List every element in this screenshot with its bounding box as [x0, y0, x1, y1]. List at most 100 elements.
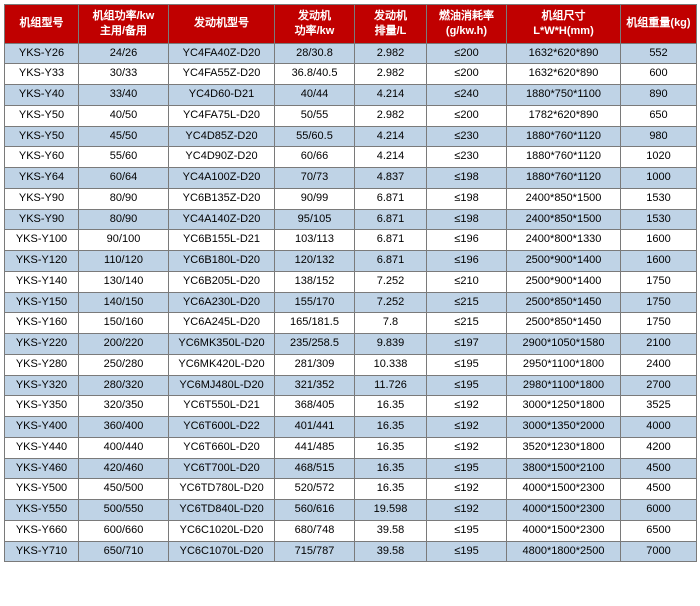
cell: 890 — [621, 85, 697, 106]
cell: YKS-Y60 — [5, 147, 79, 168]
cell: 1632*620*890 — [507, 43, 621, 64]
cell: 1880*750*1100 — [507, 85, 621, 106]
cell: 468/515 — [275, 458, 355, 479]
cell: 3525 — [621, 396, 697, 417]
cell: YC6C1020L-D20 — [169, 520, 275, 541]
cell: YC4FA75L-D20 — [169, 105, 275, 126]
cell: YKS-Y500 — [5, 479, 79, 500]
cell: 130/140 — [79, 271, 169, 292]
cell: YC6A245L-D20 — [169, 313, 275, 334]
cell: YC6C1070L-D20 — [169, 541, 275, 562]
cell: YC6TD780L-D20 — [169, 479, 275, 500]
cell: 320/350 — [79, 396, 169, 417]
cell: 360/400 — [79, 417, 169, 438]
cell: YKS-Y33 — [5, 64, 79, 85]
cell: 3800*1500*2100 — [507, 458, 621, 479]
cell: YC6T550L-D21 — [169, 396, 275, 417]
cell: YC4A100Z-D20 — [169, 168, 275, 189]
genset-spec-table: 机组型号机组功率/kw主用/备用发动机型号发动机功率/kw发动机排量/L燃油消耗… — [4, 4, 697, 562]
cell: YKS-Y90 — [5, 209, 79, 230]
table-row: YKS-Y440400/440YC6T660L-D20441/48516.35≤… — [5, 437, 697, 458]
cell: ≤198 — [427, 188, 507, 209]
cell: ≤195 — [427, 375, 507, 396]
cell: ≤198 — [427, 209, 507, 230]
cell: 40/50 — [79, 105, 169, 126]
cell: 2400 — [621, 354, 697, 375]
cell: 4.214 — [355, 85, 427, 106]
col-header-7: 机组重量(kg) — [621, 5, 697, 44]
cell: 552 — [621, 43, 697, 64]
cell: 600 — [621, 64, 697, 85]
table-row: YKS-Y500450/500YC6TD780L-D20520/57216.35… — [5, 479, 697, 500]
cell: YC4A140Z-D20 — [169, 209, 275, 230]
cell: YC4D90Z-D20 — [169, 147, 275, 168]
cell: ≤192 — [427, 500, 507, 521]
table-body: YKS-Y2624/26YC4FA40Z-D2028/30.82.982≤200… — [5, 43, 697, 562]
cell: 321/352 — [275, 375, 355, 396]
cell: ≤198 — [427, 168, 507, 189]
cell: ≤197 — [427, 334, 507, 355]
cell: YC6MK420L-D20 — [169, 354, 275, 375]
cell: 281/309 — [275, 354, 355, 375]
cell: 2400*850*1500 — [507, 188, 621, 209]
cell: 16.35 — [355, 396, 427, 417]
cell: 2500*850*1450 — [507, 292, 621, 313]
col-header-1: 机组功率/kw主用/备用 — [79, 5, 169, 44]
cell: 680/748 — [275, 520, 355, 541]
cell: 11.726 — [355, 375, 427, 396]
cell: 16.35 — [355, 458, 427, 479]
cell: YC6T660L-D20 — [169, 437, 275, 458]
cell: YC4FA40Z-D20 — [169, 43, 275, 64]
cell: 4200 — [621, 437, 697, 458]
cell: 120/132 — [275, 251, 355, 272]
cell: ≤195 — [427, 458, 507, 479]
cell: 90/100 — [79, 230, 169, 251]
cell: YC6B155L-D21 — [169, 230, 275, 251]
cell: YKS-Y550 — [5, 500, 79, 521]
cell: 1750 — [621, 313, 697, 334]
cell: 28/30.8 — [275, 43, 355, 64]
cell: 6.871 — [355, 230, 427, 251]
cell: 1750 — [621, 271, 697, 292]
cell: YC6T600L-D22 — [169, 417, 275, 438]
cell: YKS-Y220 — [5, 334, 79, 355]
cell: 110/120 — [79, 251, 169, 272]
cell: ≤210 — [427, 271, 507, 292]
cell: 3520*1230*1800 — [507, 437, 621, 458]
table-row: YKS-Y9080/90YC4A140Z-D2095/1056.871≤1982… — [5, 209, 697, 230]
cell: 650 — [621, 105, 697, 126]
cell: 2400*800*1330 — [507, 230, 621, 251]
cell: ≤196 — [427, 230, 507, 251]
cell: 6500 — [621, 520, 697, 541]
cell: 39.58 — [355, 541, 427, 562]
cell: YC6B205L-D20 — [169, 271, 275, 292]
cell: 2950*1100*1800 — [507, 354, 621, 375]
cell: 138/152 — [275, 271, 355, 292]
cell: YC6TD840L-D20 — [169, 500, 275, 521]
cell: ≤192 — [427, 396, 507, 417]
cell: 55/60 — [79, 147, 169, 168]
cell: 4000 — [621, 417, 697, 438]
cell: 9.839 — [355, 334, 427, 355]
cell: 16.35 — [355, 479, 427, 500]
cell: ≤200 — [427, 105, 507, 126]
cell: 16.35 — [355, 417, 427, 438]
cell: ≤230 — [427, 147, 507, 168]
cell: 2500*850*1450 — [507, 313, 621, 334]
table-row: YKS-Y280250/280YC6MK420L-D20281/30910.33… — [5, 354, 697, 375]
cell: 6.871 — [355, 209, 427, 230]
cell: 4.214 — [355, 147, 427, 168]
cell: 80/90 — [79, 209, 169, 230]
cell: ≤230 — [427, 126, 507, 147]
cell: 6.871 — [355, 188, 427, 209]
cell: 2100 — [621, 334, 697, 355]
table-row: YKS-Y220200/220YC6MK350L-D20235/258.59.8… — [5, 334, 697, 355]
cell: ≤192 — [427, 437, 507, 458]
cell: YKS-Y460 — [5, 458, 79, 479]
cell: ≤195 — [427, 541, 507, 562]
cell: YC4D85Z-D20 — [169, 126, 275, 147]
cell: 16.35 — [355, 437, 427, 458]
cell: ≤200 — [427, 64, 507, 85]
cell: 103/113 — [275, 230, 355, 251]
cell: 235/258.5 — [275, 334, 355, 355]
